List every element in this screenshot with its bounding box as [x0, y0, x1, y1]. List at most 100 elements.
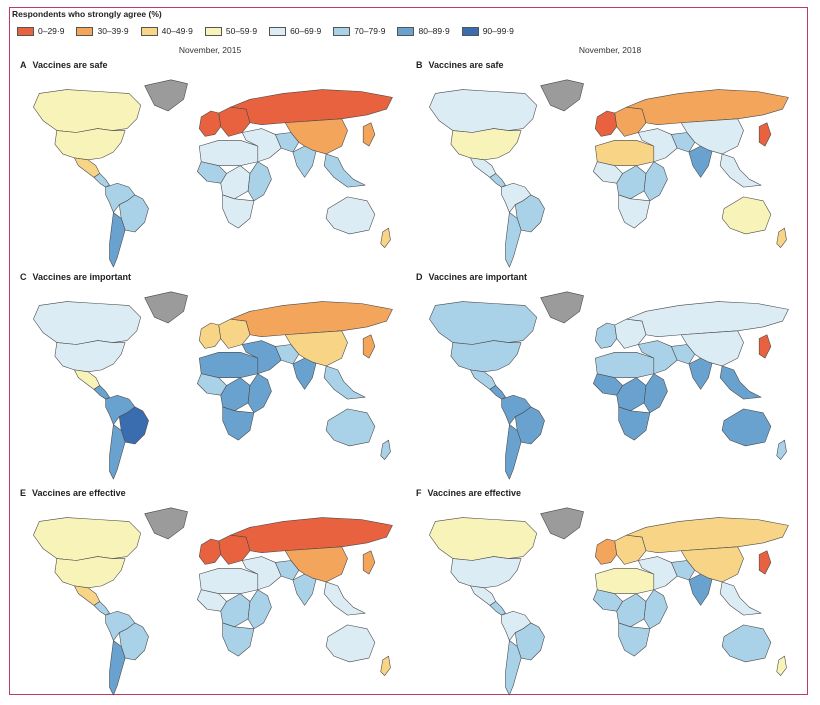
legend-swatch [204, 26, 222, 36]
region-india [292, 357, 317, 390]
region-central-america [93, 601, 110, 616]
region-southeast-asia [323, 365, 366, 400]
region-india [688, 145, 713, 178]
legend-swatch [461, 26, 479, 36]
region-southeast-asia [323, 153, 366, 188]
region-new-zealand [380, 227, 391, 248]
region-canada [429, 89, 538, 133]
region-russia [230, 301, 393, 337]
legend-swatch [140, 26, 158, 36]
legend-item: 40–49·9 [140, 26, 193, 36]
legend-swatch [76, 26, 94, 36]
region-iran [671, 560, 696, 581]
region-russia [230, 517, 393, 553]
region-greenland [144, 291, 188, 324]
legend-label: 40–49·9 [161, 26, 193, 36]
region-middle-east [637, 340, 678, 375]
region-east-africa [643, 589, 668, 630]
region-southeast-asia [719, 365, 762, 400]
region-argentina [109, 212, 126, 268]
region-japan [362, 334, 376, 359]
legend-item: 60–69·9 [269, 26, 321, 36]
legend-item: 70–79·9 [333, 26, 385, 36]
region-argentina [505, 424, 522, 480]
legend-label: 0–29·9 [38, 26, 65, 36]
legend-item: 0–29·9 [17, 26, 64, 36]
region-southern-africa [618, 194, 651, 229]
region-usa [450, 556, 522, 589]
region-central-america [489, 601, 506, 616]
region-southeast-asia [719, 153, 762, 188]
region-iran [671, 344, 696, 365]
region-argentina [505, 640, 522, 696]
region-india [688, 357, 713, 390]
region-central-africa [220, 593, 251, 628]
region-central-africa [220, 165, 251, 200]
map-panel-b: B Vaccines are safe [412, 60, 800, 275]
legend-label: 70–79·9 [354, 26, 386, 36]
region-canada [33, 89, 142, 133]
region-central-america [489, 173, 506, 188]
region-russia [626, 89, 789, 125]
region-japan [362, 550, 376, 575]
legend-label: 30–39·9 [97, 26, 129, 36]
region-australia [721, 624, 772, 663]
region-central-africa [616, 165, 647, 200]
legend-label: 60–69·9 [290, 26, 322, 36]
region-north-africa [198, 568, 259, 594]
panel-label: C Vaccines are important [20, 272, 131, 282]
world-map [33, 507, 393, 696]
column-heading-left: November, 2015 [178, 45, 242, 55]
region-mexico [74, 157, 101, 178]
region-argentina [505, 212, 522, 268]
region-east-africa [247, 373, 272, 414]
region-greenland [540, 291, 584, 324]
region-mexico [470, 157, 497, 178]
region-southern-africa [222, 622, 255, 657]
panel-letter: C [20, 272, 27, 282]
panel-letter: B [416, 60, 423, 70]
legend-label: 50–59·9 [225, 26, 258, 36]
region-western-europe [198, 322, 222, 349]
region-middle-east [637, 556, 678, 591]
region-western-europe [198, 538, 222, 565]
legend-title: Respondents who strongly agree (%) [12, 9, 162, 19]
region-central-america [93, 173, 110, 188]
world-map [33, 79, 393, 268]
region-iran [275, 132, 300, 153]
region-russia [626, 301, 789, 337]
panel-label: A Vaccines are safe [20, 60, 108, 70]
region-southern-africa [618, 406, 651, 441]
region-southern-africa [618, 622, 651, 657]
map-panel-c: C Vaccines are important [16, 272, 404, 487]
region-new-zealand [776, 655, 787, 676]
legend-item: 90–99·9 [461, 26, 514, 36]
region-east-africa [643, 373, 668, 414]
region-russia [626, 517, 789, 553]
region-mexico [470, 585, 497, 606]
region-north-africa [594, 140, 655, 166]
region-iran [275, 560, 300, 581]
region-japan [758, 550, 772, 575]
region-north-africa [198, 352, 259, 378]
map-panel-d: D Vaccines are important [412, 272, 800, 487]
panel-letter: F [416, 488, 422, 498]
region-central-africa [220, 377, 251, 412]
panel-letter: E [20, 488, 27, 498]
region-new-zealand [380, 439, 391, 460]
region-australia [325, 624, 376, 663]
region-southern-africa [222, 406, 255, 441]
region-australia [325, 408, 376, 447]
legend-item: 80–89·9 [397, 26, 450, 36]
region-middle-east [241, 128, 282, 163]
legend: 0–29·9 30–39·9 40–49·9 50–59·9 60–69·9 7… [17, 26, 514, 36]
world-map [429, 507, 789, 696]
panel-letter: A [20, 60, 27, 70]
region-japan [758, 334, 772, 359]
panel-title: Vaccines are effective [32, 488, 126, 498]
region-canada [33, 301, 142, 345]
region-japan [758, 122, 772, 147]
region-greenland [540, 79, 584, 112]
region-east-africa [247, 161, 272, 202]
column-heading-right: November, 2018 [578, 45, 642, 55]
